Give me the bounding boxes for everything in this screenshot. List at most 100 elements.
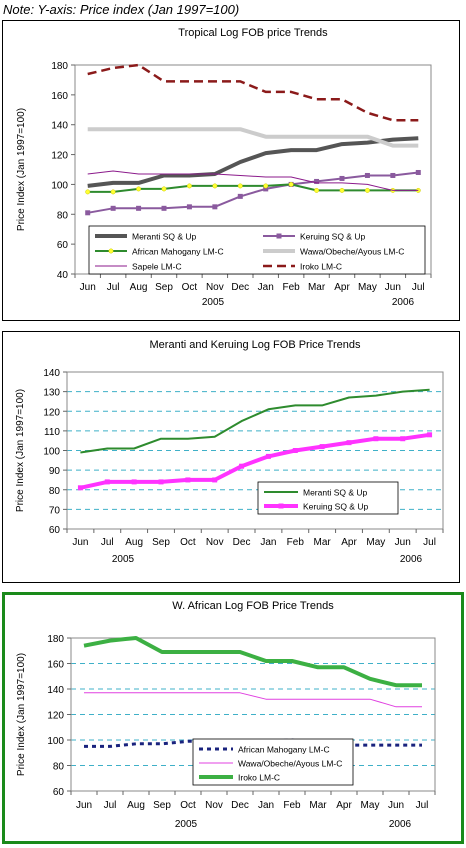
series-line-keruing-sq-up <box>79 432 430 490</box>
y-tick-label: 100 <box>51 180 68 191</box>
legend-marker <box>276 233 282 239</box>
data-point <box>85 189 91 195</box>
data-point <box>400 436 406 442</box>
data-point <box>263 186 269 192</box>
data-point <box>212 204 218 210</box>
y-tick-label: 140 <box>47 685 64 696</box>
x-tick-label: Sep <box>155 282 173 293</box>
x-tick-label: Jul <box>423 537 436 548</box>
year-label: 2006 <box>400 554 423 565</box>
y-tick-label: 130 <box>43 388 60 399</box>
data-point <box>314 178 320 184</box>
data-point <box>237 183 243 189</box>
x-tick-label: Jul <box>101 537 114 548</box>
x-tick-label: Apr <box>334 282 350 293</box>
x-tick-label: May <box>366 537 385 548</box>
x-tick-label: Nov <box>205 800 223 811</box>
legend-label: Iroko LM-C <box>238 773 280 783</box>
series-line-keruing-sq-up <box>87 171 419 214</box>
y-tick-label: 180 <box>47 634 64 645</box>
x-tick-label: Nov <box>206 282 224 293</box>
y-tick-label: 80 <box>53 762 65 773</box>
data-point <box>339 187 345 193</box>
x-tick-label: Jul <box>416 800 429 811</box>
data-point <box>292 448 298 453</box>
y-tick-label: 70 <box>49 505 61 516</box>
data-point <box>185 477 191 483</box>
west-african-chart: W. African Log FOB Price Trends 60 80 100 12… <box>16 600 436 830</box>
x-tick-label: Jun <box>80 282 96 293</box>
data-point <box>131 479 137 485</box>
x-tick-label: Dec <box>233 537 251 548</box>
y-tick-label: 120 <box>43 407 60 418</box>
data-point <box>319 444 325 450</box>
x-tick-label: May <box>361 800 380 811</box>
chart-panel-west-african: W. African Log FOB Price Trends 60 80 100 12… <box>2 592 464 844</box>
legend-label: Wawa/Obeche/Ayous LM-C <box>300 247 404 257</box>
year-label: 2005 <box>175 819 198 830</box>
x-tick-label: Feb <box>283 282 301 293</box>
data-point <box>427 432 433 438</box>
y-axis-label: Price Index (Jan 1997=100) <box>16 108 27 231</box>
x-tick-label: Jan <box>260 537 276 548</box>
legend-box <box>257 481 399 515</box>
x-tick-label: Jul <box>412 282 425 293</box>
data-point <box>265 453 271 459</box>
x-tick-label: Nov <box>206 537 224 548</box>
data-point <box>110 205 116 211</box>
x-tick-label: Mar <box>309 800 327 811</box>
y-axis-label: Price Index (Jan 1997=100) <box>15 389 26 512</box>
year-label: 2006 <box>392 297 415 308</box>
data-point <box>161 205 167 211</box>
data-point <box>364 172 370 178</box>
data-point <box>364 187 370 193</box>
legend-label: Sapele LM-C <box>132 262 182 272</box>
data-point <box>237 193 243 199</box>
data-point <box>77 485 83 491</box>
data-point <box>186 204 192 210</box>
year-label: 2005 <box>112 554 135 565</box>
y-tick-label: 120 <box>51 151 68 162</box>
y-tick-label: 90 <box>49 466 61 477</box>
legend-label: Iroko LM-C <box>300 262 342 272</box>
x-tick-label: Feb <box>283 800 301 811</box>
x-tick-label: Jun <box>395 537 411 548</box>
y-tick-label: 100 <box>47 736 64 747</box>
chart-panel-meranti-keruing: Meranti and Keruing Log FOB Price Trends… <box>2 331 460 583</box>
y-tick-label: 40 <box>57 270 69 281</box>
data-point <box>136 186 142 192</box>
data-point <box>314 187 320 193</box>
data-point <box>136 205 142 211</box>
year-label: 2006 <box>389 819 412 830</box>
data-point <box>212 477 218 483</box>
y-tick-label: 180 <box>51 61 68 72</box>
data-point <box>239 463 245 469</box>
y-axis-label: Price Index (Jan 1997=100) <box>16 653 27 776</box>
legend-label: African Mahogany LM-C <box>238 745 330 755</box>
x-tick-label: Feb <box>287 537 305 548</box>
series-line-meranti-sq-up <box>87 136 419 188</box>
legend-label: Keruing SQ & Up <box>303 502 368 512</box>
data-point <box>212 183 218 189</box>
x-tick-label: Aug <box>130 282 148 293</box>
chart-title: W. African Log FOB Price Trends <box>172 600 334 612</box>
year-label: 2005 <box>202 297 225 308</box>
x-tick-label: Sep <box>152 537 170 548</box>
meranti-keruing-chart: Meranti and Keruing Log FOB Price Trends… <box>15 339 444 565</box>
series-line-wawa-obeche-ayous-lm-c <box>87 127 419 148</box>
x-tick-label: May <box>358 282 377 293</box>
data-point <box>346 440 352 446</box>
data-point <box>158 479 164 485</box>
y-tick-label: 110 <box>44 427 60 438</box>
x-tick-label: Oct <box>180 537 196 548</box>
legend-box <box>88 225 426 275</box>
x-tick-label: Dec <box>231 282 249 293</box>
y-tick-label: 80 <box>57 210 69 221</box>
y-tick-label: 140 <box>43 368 60 379</box>
y-tick-label: 160 <box>51 91 68 102</box>
legend-label: Keruing SQ & Up <box>300 232 365 242</box>
x-tick-label: Jun <box>76 800 92 811</box>
series-line-iroko-lm-c <box>83 636 422 688</box>
data-point <box>288 181 294 187</box>
series-line-wawa-obeche-ayous-lm-c <box>84 692 422 708</box>
